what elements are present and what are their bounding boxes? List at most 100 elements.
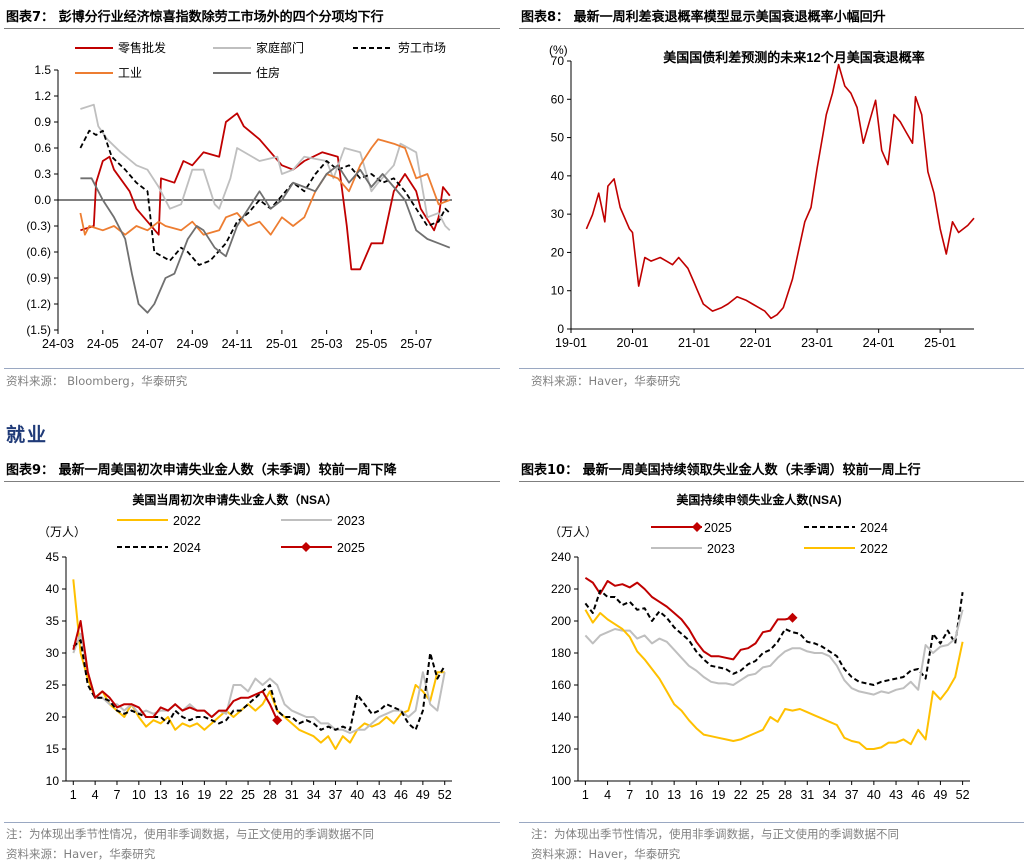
c7-ytick-label: (0.9) (26, 271, 51, 285)
panel10-note: 注：为体现出季节性情况，使用非季调数据，与正文使用的季调数据不同 (531, 827, 899, 841)
legend-label-housing: 住房 (256, 65, 280, 80)
c8-xtick-label: 25-01 (924, 336, 956, 350)
c9-series-2022 (72, 579, 445, 750)
c7-ytick-label: 0.0 (34, 193, 51, 207)
c8-ytick-label: 50 (551, 131, 565, 145)
legend-label-labor: 劳工市场 (398, 40, 446, 55)
c10-xtick-label: 28 (778, 788, 792, 802)
panel9-title: 图表9： 最新一周美国初次申请失业金人数（未季调）较前一周下降 (6, 463, 397, 478)
legend-label-2025: 2025 (337, 541, 365, 555)
c9-xtick-label: 25 (241, 788, 255, 802)
panel9-title-rule (4, 481, 500, 482)
legend-label-2022: 2022 (860, 542, 888, 556)
c9-xtick-label: 31 (285, 788, 299, 802)
chart10-continuing-claims: 美国持续申领失业金人数(NSA) （万人） 2025 2024 2023 202… (549, 492, 970, 802)
c8-ytick-label: 60 (551, 92, 565, 106)
c7-series-series (80, 103, 451, 231)
panel8-title: 图表8： 最新一周利差衰退概率模型显示美国衰退概率小幅回升 (521, 10, 886, 25)
c7-series-series (80, 112, 451, 271)
panel10-title: 图表10： 最新一周美国持续领取失业金人数（未季调）较前一周上行 (521, 463, 921, 478)
c9-xtick-label: 22 (219, 788, 233, 802)
legend-label-2025: 2025 (704, 521, 732, 535)
c10-xtick-label: 49 (933, 788, 947, 802)
c10-ytick-label: 100 (551, 774, 571, 788)
panel7-bottom-rule (4, 368, 500, 369)
c7-xtick-label: 25-05 (355, 337, 387, 351)
c9-ytick-label: 10 (46, 774, 60, 788)
c7-ytick-label: (0.6) (26, 245, 51, 259)
chart9-title: 美国当周初次申请失业金人数（NSA） (132, 492, 337, 507)
c9-xtick-label: 4 (92, 788, 99, 802)
c7-xtick-label: 24-03 (42, 337, 74, 351)
chart8-ylabel: (%) (549, 43, 568, 57)
c7-ytick-label: 1.5 (34, 63, 51, 77)
c10-xtick-label: 40 (867, 788, 881, 802)
c9-ytick-label: 40 (46, 582, 60, 596)
c9-ytick-label: 25 (46, 678, 60, 692)
c10-xtick-label: 13 (667, 788, 681, 802)
legend-label-household: 家庭部门 (256, 40, 304, 55)
c10-xtick-label: 25 (756, 788, 770, 802)
c9-xtick-label: 7 (114, 788, 121, 802)
section-heading-employment: 就业 (6, 424, 49, 446)
chart10-ylabel: （万人） (549, 525, 597, 539)
c7-series-series (79, 138, 451, 236)
c10-ytick-label: 220 (551, 582, 571, 596)
c8-ytick-label: 70 (551, 54, 565, 68)
c9-xtick-label: 49 (416, 788, 430, 802)
c9-ytick-label: 45 (46, 550, 60, 564)
c9-xtick-label: 19 (197, 788, 211, 802)
c8-ytick-label: 20 (551, 245, 565, 259)
c9-ytick-label: 35 (46, 614, 60, 628)
chart10-title: 美国持续申领失业金人数(NSA) (676, 492, 841, 507)
c10-ytick-label: 120 (551, 742, 571, 756)
panel8-title-rule (519, 28, 1024, 29)
c8-xtick-label: 22-01 (740, 336, 772, 350)
c9-xtick-label: 28 (263, 788, 277, 802)
c10-series-2023 (584, 609, 964, 696)
legend-label-industry: 工业 (118, 66, 142, 80)
c9-xtick-label: 10 (132, 788, 146, 802)
chart9-ylabel: （万人） (38, 525, 86, 539)
panel10-title-rule (519, 481, 1024, 482)
legend-label-2024: 2024 (173, 541, 201, 555)
c10-marker-2025 (787, 612, 798, 623)
c7-ytick-label: 1.2 (34, 89, 51, 103)
c7-xtick-label: 24-11 (222, 337, 253, 351)
c8-xtick-label: 23-01 (801, 336, 833, 350)
c10-xtick-label: 46 (911, 788, 925, 802)
panel7-source: 资料来源： Bloomberg，华泰研究 (6, 374, 188, 388)
chart8-title: 美国国债利差预测的未来12个月美国衰退概率 (663, 50, 924, 65)
c7-ytick-label: 0.3 (34, 167, 51, 181)
c9-ytick-label: 20 (46, 710, 60, 724)
c7-ytick-label: (1.5) (26, 323, 51, 337)
c10-series-2024 (584, 589, 964, 686)
c10-xtick-label: 22 (734, 788, 748, 802)
panel8-source: 资料来源：Haver，华泰研究 (531, 374, 681, 388)
c7-ytick-label: (0.3) (26, 219, 51, 233)
c9-ytick-label: 15 (46, 742, 60, 756)
c8-series-series (585, 63, 975, 320)
c10-series-2025 (584, 576, 793, 661)
c9-xtick-label: 13 (154, 788, 168, 802)
c8-ytick-label: 0 (557, 322, 564, 336)
c10-ytick-label: 240 (551, 550, 571, 564)
c9-xtick-label: 34 (307, 788, 321, 802)
c7-xtick-label: 25-07 (400, 337, 432, 351)
c7-series-series (79, 129, 451, 266)
panel7-title: 图表7： 彭博分行业经济惊喜指数除劳工市场外的四个分项均下行 (6, 10, 384, 25)
panel10-bottom-rule (519, 822, 1024, 823)
c10-xtick-label: 52 (956, 788, 970, 802)
c10-xtick-label: 43 (889, 788, 903, 802)
c8-xtick-label: 24-01 (863, 336, 895, 350)
c10-xtick-label: 10 (645, 788, 659, 802)
c10-ytick-label: 160 (551, 678, 571, 692)
legend-label-2022: 2022 (173, 514, 201, 528)
panel7-title-rule (4, 28, 500, 29)
c7-ytick-label: 0.9 (34, 115, 51, 129)
chart9-initial-claims: 美国当周初次申请失业金人数（NSA） （万人） 2022 2023 2024 2… (38, 492, 452, 802)
c10-ytick-label: 200 (551, 614, 571, 628)
panel9-source: 资料来源：Haver，华泰研究 (6, 847, 156, 861)
c10-xtick-label: 4 (604, 788, 611, 802)
legend-marker-2025 (692, 522, 702, 532)
